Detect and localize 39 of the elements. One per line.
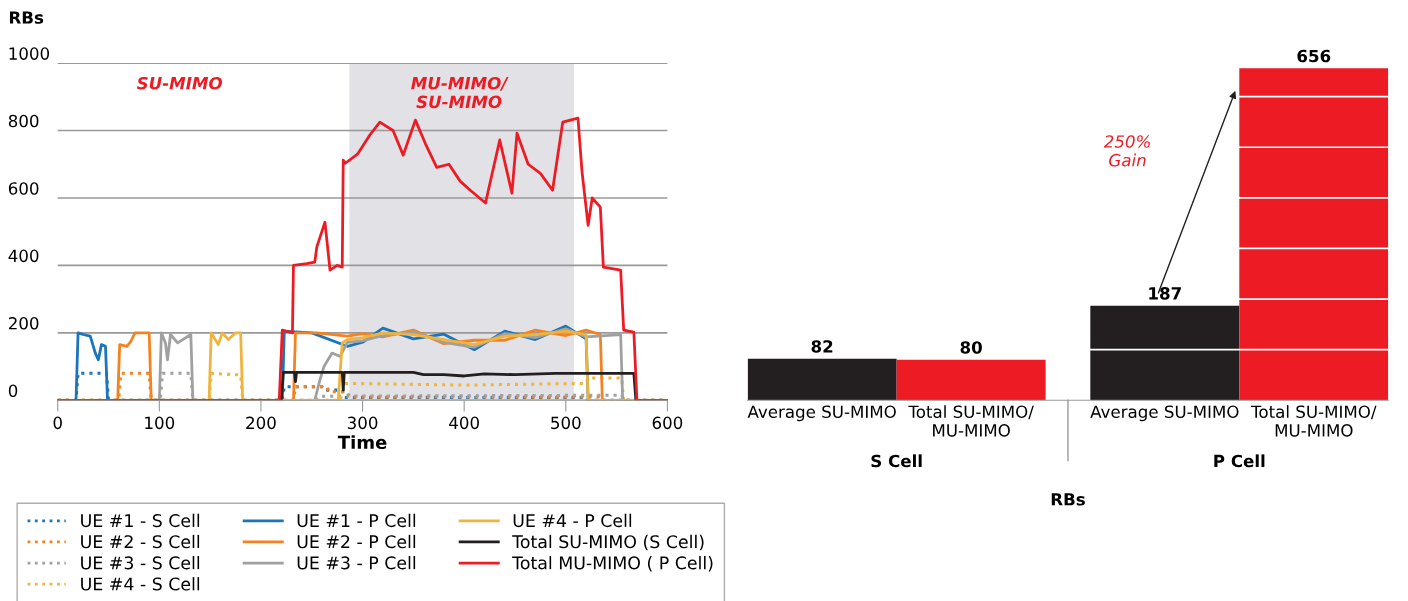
text: S Cell — [871, 454, 922, 468]
annotation: 250% Gain — [1103, 135, 1150, 167]
data-label: 82 — [811, 340, 833, 353]
legend-label: UE #1 - S Cell — [81, 513, 200, 528]
y-tick-label: 400 — [8, 249, 39, 263]
legend-label: UE #2 - P Cell — [297, 534, 416, 549]
data-label: 656 — [1297, 49, 1331, 63]
legend-label: UE #1 - P Cell — [297, 513, 416, 528]
x-tick-label: Total SU-MIMO/ MU-MIMO — [1251, 405, 1377, 437]
data-label: 187 — [1149, 287, 1181, 300]
data-label: 80 — [960, 341, 982, 354]
x-tick-label: Average SU-MIMO — [747, 405, 896, 422]
y-tick-label: 1000 — [9, 47, 50, 60]
y-tick-label: 800 — [8, 114, 39, 128]
text: P Cell — [1214, 454, 1265, 468]
y-tick-label: 200 — [8, 317, 39, 330]
legend-label: Total SU-MIMO (S Cell) — [512, 534, 704, 551]
legend-label: UE #4 - P Cell — [513, 513, 632, 528]
legend-label: UE #2 - S Cell — [81, 534, 200, 549]
x-tick-label: 600 — [652, 416, 683, 430]
x-tick-label: Average SU-MIMO — [1090, 405, 1239, 422]
x-tick-label: 400 — [449, 416, 479, 430]
annotation: MU-MIMO/ SU-MIMO — [411, 76, 509, 109]
x-axis-title: RBs — [1051, 493, 1085, 506]
x-tick-label: 100 — [145, 416, 175, 430]
x-axis-title: Time — [337, 435, 387, 450]
legend-label: UE #4 - S Cell — [81, 577, 200, 591]
x-tick-label: 300 — [347, 416, 378, 430]
legend-label: UE #3 - P Cell — [297, 555, 416, 570]
x-tick-label: 0 — [53, 416, 62, 430]
y-tick-label: 0 — [8, 384, 18, 398]
x-tick-label: 500 — [551, 416, 581, 430]
legend-label: Total MU-MIMO ( P Cell) — [512, 555, 713, 572]
x-tick-label: Total SU-MIMO/ MU-MIMO — [908, 405, 1034, 437]
y-axis-title: RBs — [9, 11, 44, 24]
legend-label: UE #3 - S Cell — [81, 555, 200, 570]
annotation: SU-MIMO — [136, 76, 223, 90]
x-tick-label: 200 — [246, 416, 276, 430]
y-tick-label: 600 — [8, 182, 39, 195]
